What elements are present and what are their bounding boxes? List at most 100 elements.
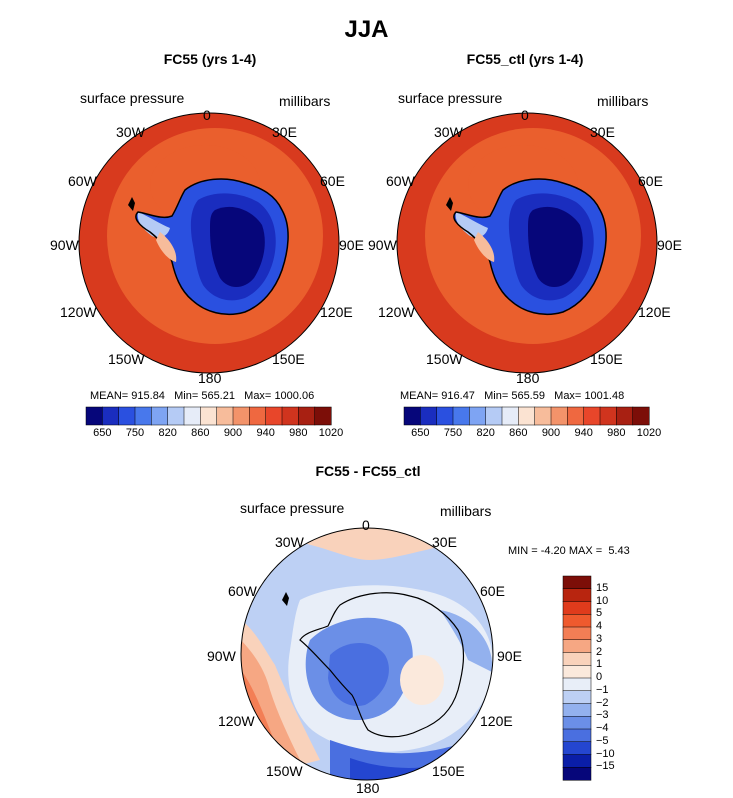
right-tick-120e: 120E [638, 304, 671, 320]
diff-panel-title: FC55 - FC55_ctl [315, 463, 421, 479]
diff-colorbar-swatch [562, 665, 592, 679]
left-tick-30w: 30W [116, 124, 145, 140]
diff-colorbar-swatch [562, 575, 592, 590]
diff-colorbar-tick-label: 5 [596, 607, 603, 620]
right-tick-0: 0 [521, 107, 529, 123]
right-mean-value: 916.47 [441, 390, 475, 402]
diff-tick-180: 180 [356, 780, 380, 796]
colorbar-tick-label: 1020 [636, 427, 662, 439]
colorbar-tick-label: 820 [476, 427, 495, 439]
colorbar-tick-label: 980 [607, 427, 626, 439]
right-tick-60e: 60E [638, 173, 663, 189]
diff-colorbar-ticks: 15 10 5 4 3 2 1 0 −1 −2 −3 −4 −5 −10 −15 [596, 576, 636, 780]
diff-colorbar-tick-label: 4 [596, 620, 603, 632]
colorbar-tick-label: 860 [191, 427, 210, 439]
diff-minmax: MIN = -4.20 MAX = 5.43 [508, 545, 630, 557]
left-max-label: Max= [244, 390, 272, 402]
diff-colorbar [562, 575, 592, 781]
right-tick-90e: 90E [657, 237, 682, 253]
colorbar-swatch [632, 406, 650, 426]
colorbar-tick-label: 940 [256, 427, 275, 439]
diff-tick-120w: 120W [218, 713, 255, 729]
diff-max-label: MAX = [568, 545, 603, 557]
diff-colorbar-tick-label: −1 [596, 683, 609, 696]
diff-tick-30w: 30W [275, 534, 304, 550]
diff-colorbar-swatch [562, 703, 592, 717]
left-tick-120e: 120E [320, 304, 353, 320]
diff-tick-120e: 120E [480, 713, 513, 729]
left-tick-150e: 150E [272, 351, 305, 367]
left-stats: MEAN= 915.84 Min= 565.21 Max= 1000.06 [90, 390, 314, 402]
diff-colorbar-swatch [562, 626, 592, 641]
colorbar-tick-label: 900 [223, 427, 243, 439]
right-panel-title: FC55_ctl (yrs 1-4) [466, 51, 584, 67]
left-mean-value: 915.84 [131, 390, 165, 402]
diff-tick-60w: 60W [228, 583, 257, 599]
left-colorbar [85, 406, 332, 426]
left-panel-title: FC55 (yrs 1-4) [163, 51, 257, 67]
left-tick-90e: 90E [339, 237, 364, 253]
diff-colorbar-tick-label: −3 [596, 709, 609, 722]
diff-tick-30e: 30E [432, 534, 457, 550]
diff-colorbar-swatch [562, 677, 592, 692]
diff-colorbar-tick-label: 1 [596, 658, 603, 671]
diff-min-label: MIN = [508, 545, 538, 557]
diff-colorbar-swatch [562, 690, 592, 705]
right-tick-150w: 150W [426, 351, 463, 367]
right-min-value: 565.59 [511, 390, 545, 402]
diff-tick-90e: 90E [497, 648, 522, 664]
left-min-value: 565.21 [201, 390, 235, 402]
right-max-label: Max= [554, 390, 582, 402]
right-tick-180: 180 [516, 370, 540, 386]
left-tick-150w: 150W [108, 351, 145, 367]
right-mean-label: MEAN= [400, 390, 439, 402]
colorbar-tick-label: 1020 [318, 427, 344, 439]
right-min-label: Min= [484, 390, 509, 402]
diff-colorbar-swatch [562, 741, 592, 756]
left-tick-30e: 30E [272, 124, 297, 140]
diff-min-value: -4.20 [540, 545, 566, 557]
colorbar-swatch [314, 406, 332, 426]
right-units-label: millibars [597, 93, 649, 109]
diff-units-label: millibars [440, 503, 492, 519]
right-colorbar [403, 406, 650, 426]
right-field-label: surface pressure [398, 90, 503, 106]
diff-colorbar-tick-label: 0 [596, 671, 603, 683]
diff-colorbar-swatch [562, 767, 592, 781]
left-tick-120w: 120W [60, 304, 97, 320]
diff-tick-150e: 150E [432, 763, 465, 779]
diff-colorbar-tick-label: 2 [596, 645, 603, 658]
diff-colorbar-tick-label: −10 [596, 747, 615, 760]
left-field-label: surface pressure [80, 90, 185, 106]
colorbar-tick-label: 900 [541, 427, 561, 439]
diff-colorbar-swatch [562, 728, 592, 743]
diff-tick-150w: 150W [266, 763, 303, 779]
left-max-value: 1000.06 [274, 390, 315, 402]
right-max-value: 1001.48 [584, 390, 625, 402]
colorbar-tick-label: 980 [289, 427, 308, 439]
colorbar-tick-label: 650 [93, 427, 112, 439]
left-units-label: millibars [279, 93, 331, 109]
right-tick-90w: 90W [368, 237, 397, 253]
left-colorbar-ticks: 650 750 820 860 900 940 980 1020 [86, 427, 343, 441]
diff-field-label: surface pressure [240, 500, 345, 516]
left-mean-label: MEAN= [90, 390, 129, 402]
diff-colorbar-tick-label: 3 [596, 632, 603, 645]
colorbar-tick-label: 750 [443, 427, 463, 439]
right-tick-30e: 30E [590, 124, 615, 140]
diff-colorbar-tick-label: 15 [596, 581, 609, 594]
diff-colorbar-swatch [562, 754, 592, 768]
diff-tick-90w: 90W [207, 648, 236, 664]
diff-colorbar-tick-label: −15 [596, 760, 615, 773]
main-title: JJA [344, 16, 389, 43]
colorbar-tick-label: 820 [158, 427, 177, 439]
colorbar-tick-label: 860 [509, 427, 528, 439]
left-tick-60e: 60E [320, 173, 345, 189]
colorbar-tick-label: 940 [574, 427, 593, 439]
diff-colorbar-swatch [562, 588, 592, 603]
left-tick-60w: 60W [68, 173, 97, 189]
diff-colorbar-tick-label: −4 [596, 722, 609, 734]
left-tick-0: 0 [203, 107, 211, 123]
